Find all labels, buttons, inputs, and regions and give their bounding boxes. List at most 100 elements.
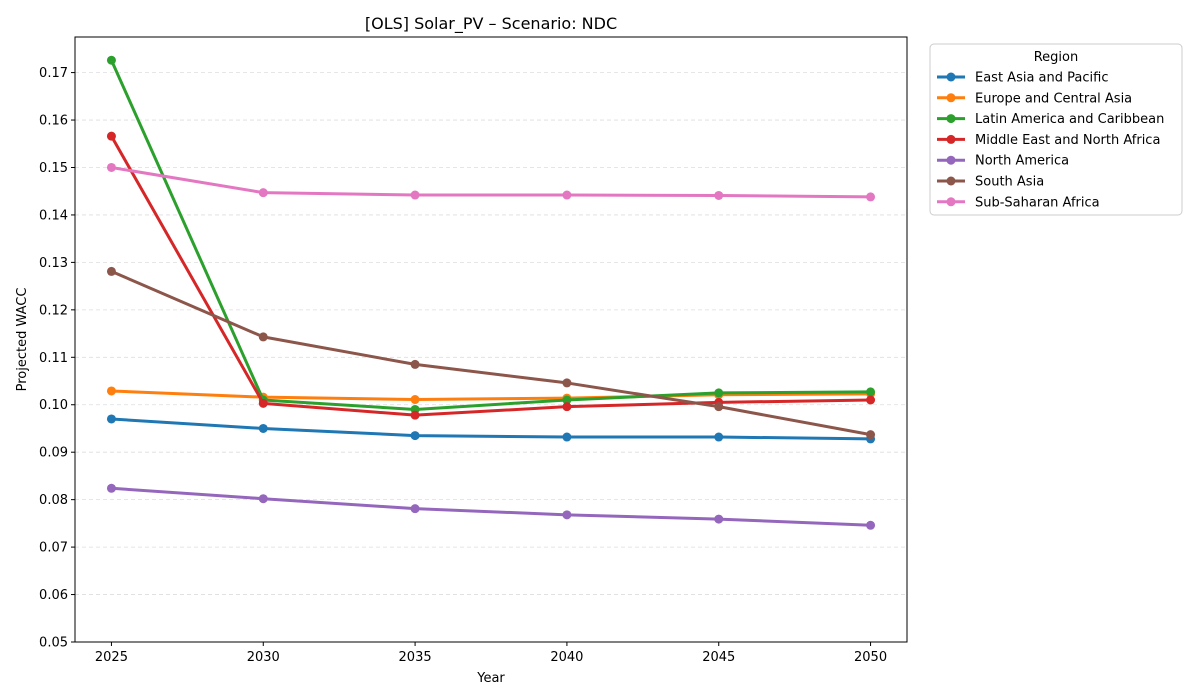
y-tick-label: 0.11: [39, 351, 68, 366]
legend-title: Region: [1034, 50, 1079, 65]
data-point: [866, 395, 876, 405]
y-axis: 0.05 0.06 0.07 0.08 0.09 0.10 0.11 0.12 0.13 0.14…: [39, 66, 75, 651]
y-tick-label: 0.14: [39, 208, 68, 223]
data-point: [258, 494, 268, 504]
legend-marker: [946, 155, 956, 165]
x-tick-label: 2030: [247, 650, 280, 665]
data-point: [410, 190, 420, 200]
data-point: [714, 432, 724, 442]
legend-item: Latin America and Caribbean: [937, 112, 1164, 127]
data-point: [562, 402, 572, 412]
series-line: [109, 134, 873, 417]
data-point: [106, 266, 116, 276]
data-point: [562, 510, 572, 520]
legend-label: East Asia and Pacific: [975, 71, 1108, 86]
data-point: [106, 414, 116, 424]
x-tick-label: 2035: [399, 650, 432, 665]
y-tick-label: 0.12: [39, 303, 68, 318]
series-line: [109, 417, 873, 441]
data-point: [258, 188, 268, 198]
data-point: [562, 432, 572, 442]
legend-item: Sub-Saharan Africa: [937, 195, 1100, 210]
legend-item: Middle East and North Africa: [937, 133, 1160, 148]
legend-marker: [946, 93, 956, 103]
y-tick-label: 0.07: [39, 541, 68, 556]
data-point: [258, 423, 268, 433]
series-2: [106, 55, 876, 414]
series-line: [109, 486, 873, 527]
data-point: [410, 359, 420, 369]
plot-area-frame: [74, 36, 908, 643]
data-point: [866, 430, 876, 440]
data-point: [106, 131, 116, 141]
y-tick-label: 0.06: [39, 588, 68, 603]
data-point: [106, 162, 116, 172]
y-tick-label: 0.08: [39, 493, 68, 508]
x-tick-label: 2045: [702, 650, 735, 665]
data-point: [866, 520, 876, 530]
data-point: [106, 386, 116, 396]
data-point: [106, 483, 116, 493]
series-line: [109, 58, 873, 411]
series-5: [106, 266, 876, 440]
grid-lines: [75, 72, 907, 643]
chart-title: [OLS] Solar_PV – Scenario: NDC: [365, 14, 617, 34]
data-point: [714, 402, 724, 412]
x-axis: 2025 2030 2035 2040 2045 2050: [95, 642, 887, 665]
series-0: [106, 414, 876, 444]
data-point: [410, 431, 420, 441]
data-point: [410, 504, 420, 514]
y-tick-label: 0.10: [39, 398, 68, 413]
data-point: [258, 332, 268, 342]
y-tick-label: 0.17: [39, 66, 68, 81]
x-axis-label: Year: [476, 671, 505, 686]
y-tick-label: 0.15: [39, 161, 68, 176]
series-lines: [106, 55, 876, 530]
data-point: [106, 55, 116, 65]
series-3: [106, 131, 876, 420]
y-axis-label: Projected WACC: [15, 288, 30, 392]
data-point: [258, 398, 268, 408]
data-point: [410, 410, 420, 420]
x-tick-label: 2025: [95, 650, 128, 665]
legend: Region East Asia and Pacific Europe and C…: [929, 43, 1183, 216]
data-point: [562, 378, 572, 388]
legend-item: South Asia: [937, 175, 1044, 190]
series-6: [106, 162, 876, 202]
series-4: [106, 483, 876, 530]
legend-label: South Asia: [975, 175, 1044, 190]
legend-marker: [946, 72, 956, 82]
data-point: [866, 192, 876, 202]
data-point: [410, 395, 420, 405]
y-tick-label: 0.05: [39, 636, 68, 651]
data-point: [714, 388, 724, 398]
y-tick-label: 0.09: [39, 446, 68, 461]
y-tick-label: 0.16: [39, 114, 68, 129]
x-tick-label: 2050: [854, 650, 887, 665]
data-point: [714, 190, 724, 200]
data-point: [866, 387, 876, 397]
legend-marker: [946, 114, 956, 124]
legend-label: Middle East and North Africa: [975, 133, 1160, 148]
legend-box: [929, 43, 1183, 216]
series-line: [109, 165, 873, 199]
legend-marker: [946, 197, 956, 207]
legend-item: Europe and Central Asia: [937, 91, 1132, 106]
legend-item: North America: [937, 154, 1069, 169]
legend-item: East Asia and Pacific: [937, 71, 1108, 86]
y-tick-label: 0.13: [39, 256, 68, 271]
series-line: [109, 269, 873, 437]
data-point: [714, 514, 724, 524]
legend-label: Latin America and Caribbean: [975, 112, 1164, 127]
legend-marker: [946, 134, 956, 144]
legend-marker: [946, 176, 956, 186]
legend-label: Europe and Central Asia: [975, 91, 1132, 106]
series-line: [109, 389, 873, 402]
legend-label: Sub-Saharan Africa: [975, 195, 1100, 210]
data-point: [562, 395, 572, 405]
x-tick-label: 2040: [550, 650, 583, 665]
legend-items: East Asia and Pacific Europe and Central …: [937, 71, 1164, 210]
legend-label: North America: [975, 154, 1069, 169]
data-point: [562, 190, 572, 200]
